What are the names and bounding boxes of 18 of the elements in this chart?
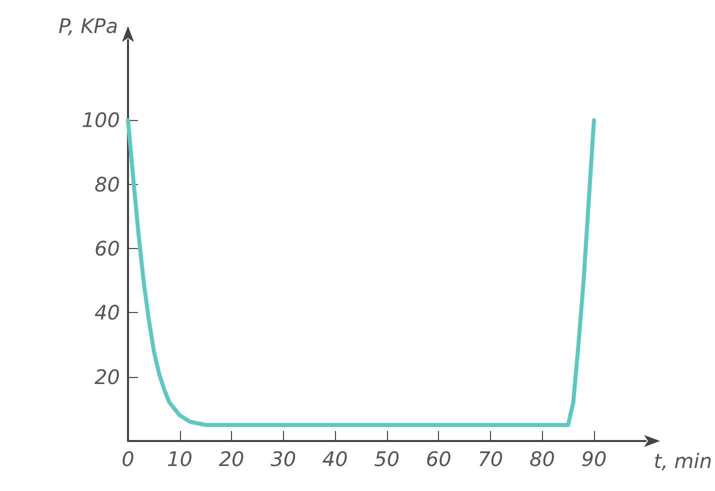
- line-series: [126, 118, 596, 427]
- x-tick-label: 60: [426, 447, 452, 471]
- y-tick-label: 40: [94, 300, 120, 325]
- y-tick-label: 100: [82, 108, 120, 132]
- x-tick-label: 80: [529, 447, 555, 471]
- x-tick-label: 70: [478, 447, 504, 471]
- y-tick-label: 20: [94, 364, 120, 389]
- x-tick-label: 50: [374, 447, 400, 471]
- x-tick-label: 20: [218, 447, 244, 471]
- x-tick-label: 40: [322, 447, 348, 471]
- y-tick-label: 80: [94, 172, 120, 196]
- x-tick-label: 90: [581, 447, 607, 471]
- y-tick-label: 60: [94, 236, 120, 261]
- y-axis-title: P, KPa: [58, 14, 118, 38]
- x-tick-label: 10: [167, 447, 192, 471]
- x-tick-label: 30: [270, 447, 296, 471]
- x-tick-label: 0: [122, 447, 134, 471]
- x-axis-title: t, min: [654, 449, 712, 473]
